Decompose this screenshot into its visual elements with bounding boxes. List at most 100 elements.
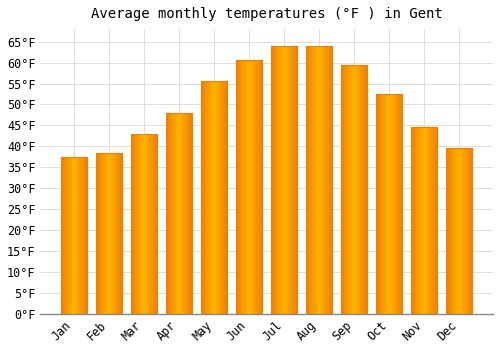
Bar [139,134,140,314]
Bar [460,148,461,314]
Bar [204,82,206,314]
Bar [80,157,81,314]
Bar [455,148,456,314]
Bar [72,157,73,314]
Bar [168,113,170,314]
Bar [391,94,392,314]
Bar [365,65,366,314]
Bar [154,134,156,314]
Bar [385,94,386,314]
Bar [215,82,216,314]
Bar [140,134,141,314]
Bar [74,157,75,314]
Bar [104,153,106,314]
Bar [173,113,174,314]
Bar [452,148,453,314]
Bar [393,94,394,314]
Bar [316,46,318,314]
Bar [312,46,313,314]
Bar [294,46,296,314]
Bar [224,82,226,314]
Bar [320,46,321,314]
Bar [118,153,120,314]
Bar [202,82,203,314]
Bar [276,46,277,314]
Bar [75,157,76,314]
Bar [171,113,172,314]
Bar [356,65,357,314]
Bar [220,82,221,314]
Bar [446,148,447,314]
Bar [67,157,68,314]
Bar [466,148,467,314]
Bar [282,46,284,314]
Bar [386,94,388,314]
Bar [136,134,137,314]
Bar [243,61,244,314]
Bar [324,46,326,314]
Bar [252,61,254,314]
Bar [61,157,62,314]
Bar [412,127,413,314]
Bar [419,127,420,314]
Bar [172,113,173,314]
Bar [456,148,458,314]
Bar [238,61,240,314]
Bar [413,127,414,314]
Bar [346,65,347,314]
Bar [398,94,399,314]
Bar [314,46,315,314]
Bar [68,157,69,314]
Bar [242,61,243,314]
Bar [144,134,145,314]
Bar [308,46,310,314]
Bar [380,94,382,314]
Bar [463,148,464,314]
Bar [420,127,421,314]
Bar [392,94,393,314]
Bar [258,61,259,314]
Bar [108,153,109,314]
Bar [453,148,454,314]
Bar [313,46,314,314]
Bar [240,61,242,314]
Bar [70,157,72,314]
Bar [287,46,288,314]
Bar [354,65,355,314]
Bar [422,127,424,314]
Bar [186,113,187,314]
Bar [467,148,468,314]
Bar [328,46,329,314]
Bar [291,46,292,314]
Bar [145,134,146,314]
Bar [206,82,207,314]
Bar [251,61,252,314]
Bar [355,65,356,314]
Bar [109,153,110,314]
Bar [416,127,418,314]
Bar [400,94,402,314]
Bar [274,46,276,314]
Bar [180,113,181,314]
Bar [358,65,360,314]
Bar [188,113,190,314]
Bar [447,148,448,314]
Bar [62,157,64,314]
Bar [143,134,144,314]
Bar [343,65,344,314]
Bar [364,65,365,314]
Bar [257,61,258,314]
Bar [64,157,66,314]
Bar [411,127,412,314]
Bar [190,113,192,314]
Bar [278,46,279,314]
Bar [430,127,432,314]
Bar [388,94,390,314]
Bar [146,134,148,314]
Bar [272,46,273,314]
Bar [221,82,222,314]
Bar [69,157,70,314]
Bar [76,157,78,314]
Bar [106,153,108,314]
Bar [179,113,180,314]
